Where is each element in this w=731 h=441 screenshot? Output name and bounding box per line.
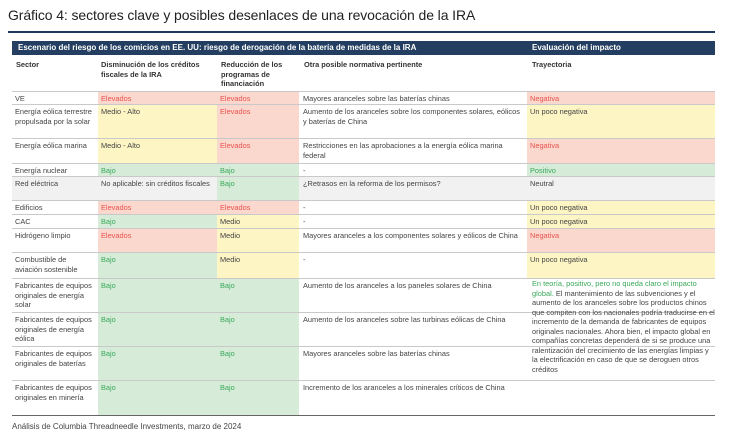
title-rule bbox=[8, 31, 715, 33]
cell-traj: Negativa bbox=[527, 229, 715, 253]
cell-traj: Un poco negativa bbox=[527, 201, 715, 215]
row-divider bbox=[12, 138, 715, 139]
chart-title: Gráfico 4: sectores clave y posibles des… bbox=[8, 7, 476, 23]
cell-traj: Neutral bbox=[530, 179, 554, 188]
row-divider bbox=[12, 228, 715, 229]
cell-tax: Elevados bbox=[98, 229, 217, 253]
cell-other: Aumento de los aranceles sobre los compo… bbox=[303, 107, 520, 126]
cell-sector: Fabricantes de equipos originales de ene… bbox=[15, 281, 92, 309]
cell-other: Restricciones en las aprobaciones a la e… bbox=[303, 141, 503, 160]
cell-sector: Edificios bbox=[15, 203, 43, 212]
cell-other: - bbox=[303, 166, 306, 175]
cell-traj: Negativa bbox=[527, 139, 715, 164]
cell-fund: Bajo bbox=[217, 279, 299, 313]
cell-other: - bbox=[303, 203, 306, 212]
cell-other: Mayores aranceles a los componentes sola… bbox=[303, 231, 518, 240]
cell-other: Aumento de los aranceles a los paneles s… bbox=[303, 281, 492, 290]
cell-fund: Bajo bbox=[217, 177, 299, 201]
row-divider bbox=[12, 163, 715, 164]
cell-fund: Bajo bbox=[217, 347, 299, 381]
cell-sector: Fabricantes de equipos originales de bat… bbox=[15, 349, 92, 368]
assessment-body: El mantenimiento de las subvenciones y e… bbox=[532, 288, 715, 374]
row-divider bbox=[12, 346, 715, 347]
cell-other: - bbox=[303, 217, 306, 226]
cell-other: Mayores aranceles sobre las baterías chi… bbox=[303, 349, 450, 358]
cell-tax: Bajo bbox=[98, 253, 217, 279]
cell-traj: Negativa bbox=[527, 92, 715, 105]
cell-sector: Hidrógeno limpio bbox=[15, 231, 71, 240]
cell-traj: Un poco negativa bbox=[527, 105, 715, 139]
cell-other: Mayores aranceles sobre las baterías chi… bbox=[303, 94, 450, 103]
cell-tax: Bajo bbox=[98, 347, 217, 381]
source-note: Análisis de Columbia Threadneedle Invest… bbox=[12, 422, 242, 431]
cell-sector: Energía eólica marina bbox=[15, 141, 87, 150]
cell-fund: Medio bbox=[217, 253, 299, 279]
row-divider bbox=[12, 278, 715, 279]
cell-fund: Elevados bbox=[217, 105, 299, 139]
cell-traj: Un poco negativa bbox=[527, 215, 715, 229]
col-trajectory: Trayectoria bbox=[532, 60, 572, 69]
cell-other: Aumento de los aranceles sobre las turbi… bbox=[303, 315, 506, 324]
cell-sector: Fabricantes de equipos originales de ene… bbox=[15, 315, 92, 343]
cell-other: ¿Retrasos en la reforma de los permisos? bbox=[303, 179, 441, 188]
merged-assessment: En teoría, positivo, pero no queda claro… bbox=[529, 279, 715, 374]
cell-sector: Energía eólica terrestre propulsada por … bbox=[15, 107, 92, 126]
cell-fund: Bajo bbox=[217, 381, 299, 415]
cell-fund: Medio bbox=[217, 215, 299, 229]
cell-fund: Bajo bbox=[217, 164, 299, 177]
col-other: Otra posible normativa pertinente bbox=[304, 60, 423, 69]
header-impact: Evaluación del impacto bbox=[532, 43, 621, 52]
table-bottom-rule bbox=[12, 415, 715, 416]
cell-tax: Bajo bbox=[98, 313, 217, 347]
cell-tax: No aplicable: sin créditos fiscales bbox=[101, 179, 210, 188]
cell-fund: Medio bbox=[217, 229, 299, 253]
cell-sector: Red eléctrica bbox=[15, 179, 59, 188]
row-divider bbox=[12, 200, 715, 201]
col-tax-credits: Disminución de los créditos fiscales de … bbox=[101, 60, 200, 79]
cell-tax: Medio - Alto bbox=[98, 139, 217, 164]
row-divider bbox=[12, 214, 715, 215]
cell-tax: Bajo bbox=[98, 279, 217, 313]
cell-sector: Fabricantes de equipos originales en min… bbox=[15, 383, 92, 402]
cell-fund: Elevados bbox=[217, 139, 299, 164]
cell-fund: Bajo bbox=[217, 313, 299, 347]
row-divider bbox=[12, 312, 715, 313]
cell-tax: Bajo bbox=[98, 215, 217, 229]
row-shade bbox=[12, 177, 715, 201]
cell-sector: Energía nuclear bbox=[15, 166, 68, 175]
row-divider bbox=[12, 252, 715, 253]
cell-fund: Elevados bbox=[217, 201, 299, 215]
cell-sector: VE bbox=[15, 94, 25, 103]
row-divider bbox=[12, 176, 715, 177]
cell-sector: CAC bbox=[15, 217, 31, 226]
cell-traj: Positivo bbox=[527, 164, 715, 177]
cell-fund: Elevados bbox=[217, 92, 299, 105]
cell-other: - bbox=[303, 255, 306, 264]
col-funding: Reducción de los programas de financiaci… bbox=[221, 60, 283, 88]
row-divider bbox=[12, 104, 715, 105]
cell-tax: Elevados bbox=[98, 201, 217, 215]
cell-tax: Elevados bbox=[98, 92, 217, 105]
row-divider bbox=[12, 380, 715, 381]
cell-tax: Bajo bbox=[98, 381, 217, 415]
row-divider bbox=[12, 91, 715, 92]
table-header-bar: Escenario del riesgo de los comicios en … bbox=[12, 41, 715, 55]
cell-traj: Un poco negativa bbox=[527, 253, 715, 279]
cell-sector: Combustible de aviación sostenible bbox=[15, 255, 78, 274]
cell-other: Incremento de los aranceles a los minera… bbox=[303, 383, 505, 392]
cell-tax: Medio - Alto bbox=[98, 105, 217, 139]
cell-tax: Bajo bbox=[98, 164, 217, 177]
assessment-highlight: En teoría, positivo, pero no queda claro… bbox=[532, 279, 697, 298]
col-sector: Sector bbox=[16, 60, 40, 69]
header-scenario: Escenario del riesgo de los comicios en … bbox=[18, 43, 417, 52]
